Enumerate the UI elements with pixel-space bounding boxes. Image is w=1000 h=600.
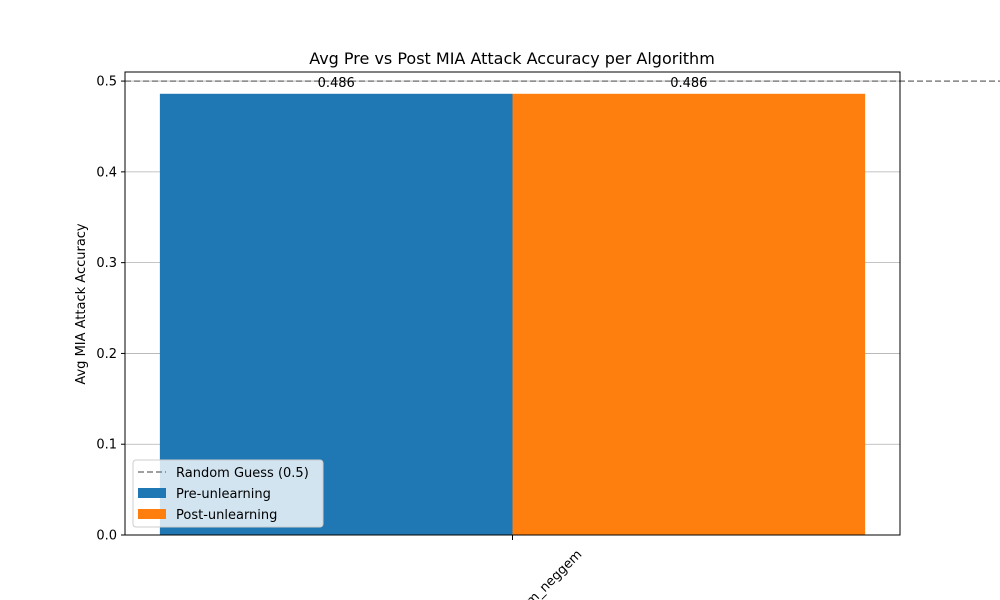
x-tick-label: m_neggem — [523, 547, 585, 600]
y-tick-label: 0.5 — [96, 75, 117, 90]
y-tick-label: 0.1 — [96, 438, 117, 453]
y-tick-label: 0.4 — [96, 165, 117, 180]
legend-post-unlearning-label: Post-unlearning — [176, 508, 277, 523]
bar-post-unlearning — [512, 93, 866, 535]
legend-post-unlearning-swatch — [138, 509, 166, 519]
data-labels: 0.486 0.486 — [318, 76, 708, 91]
y-tick-label: 0.0 — [96, 529, 117, 544]
legend-pre-unlearning-label: Pre-unlearning — [176, 487, 271, 502]
legend-reference-label: Random Guess (0.5) — [176, 466, 309, 481]
y-axis-ticks: 0.0 0.1 0.2 0.3 0.4 0.5 — [96, 75, 125, 544]
y-tick-label: 0.3 — [96, 256, 117, 271]
legend: Random Guess (0.5) Pre-unlearning Post-u… — [132, 459, 324, 528]
x-axis-ticks: m_neggem — [512, 535, 585, 600]
y-axis-label: Avg MIA Attack Accuracy — [74, 223, 89, 385]
data-label: 0.486 — [670, 76, 707, 91]
legend-pre-unlearning-swatch — [138, 488, 166, 498]
data-label: 0.486 — [318, 76, 355, 91]
y-tick-label: 0.2 — [96, 347, 117, 362]
bars — [159, 93, 866, 535]
chart-title: Avg Pre vs Post MIA Attack Accuracy per … — [309, 49, 715, 68]
legend-box — [132, 459, 324, 528]
